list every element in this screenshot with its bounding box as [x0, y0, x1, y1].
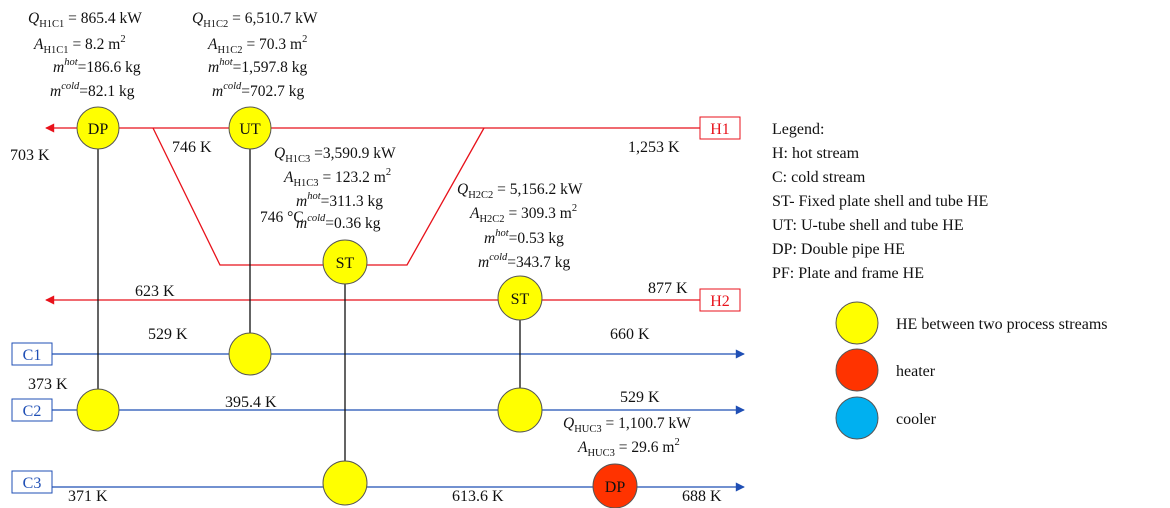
svg-text:QH1C3 =3,590.9 kW: QH1C3 =3,590.9 kW	[274, 145, 396, 165]
legend-item: C: cold stream	[772, 169, 866, 186]
annotation-h2c2: QH2C2 = 5,156.2 kW AH2C2 = 309.3 m2 mhot…	[457, 181, 583, 271]
legend-item: H: hot stream	[772, 145, 860, 162]
legend-item: ST- Fixed plate shell and tube HE	[772, 193, 988, 210]
c1-outlet-temp: 660 K	[610, 326, 650, 343]
legend-heater-label: heater	[896, 363, 936, 380]
legend-cooler-label: cooler	[896, 411, 937, 428]
legend-item: DP: Double pipe HE	[772, 241, 905, 258]
he-st-h1c3-cold[interactable]	[322, 460, 368, 506]
annotation-huc3: QHUC3 = 1,100.7 kW AHUC3 = 29.6 m2	[563, 415, 691, 459]
svg-text:AH1C2 = 70.3 m2: AH1C2 = 70.3 m2	[207, 34, 307, 56]
h2-inlet-temp: 877 K	[648, 280, 688, 297]
stream-c2-label: C2	[23, 403, 42, 420]
legend-item: UT: U-tube shell and tube HE	[772, 217, 964, 234]
svg-text:QH2C2 = 5,156.2 kW: QH2C2 = 5,156.2 kW	[457, 181, 583, 201]
svg-text:mhot=311.3 kg: mhot=311.3 kg	[296, 191, 383, 210]
legend-process-he-symbol	[835, 301, 879, 345]
svg-text:QH1C2 = 6,510.7 kW: QH1C2 = 6,510.7 kW	[192, 10, 318, 30]
svg-text:mcold=343.7 kg: mcold=343.7 kg	[478, 252, 571, 271]
legend-title: Legend:	[772, 121, 824, 138]
stream-c2-box[interactable]	[11, 398, 53, 422]
svg-text:AH1C1 = 8.2 m2: AH1C1 = 8.2 m2	[33, 34, 126, 56]
he-st-h2c2-cold[interactable]	[497, 387, 543, 433]
svg-text:AHUC3 = 29.6 m2: AHUC3 = 29.6 m2	[577, 437, 680, 459]
c2-outlet-temp: 529 K	[620, 389, 660, 406]
c1-inlet-temp: 529 K	[148, 326, 188, 343]
svg-text:mhot=0.53 kg: mhot=0.53 kg	[484, 228, 564, 247]
stream-c3-box[interactable]	[11, 470, 53, 494]
h1-outlet-temp: 703 K	[10, 147, 50, 164]
legend-heater-symbol	[835, 348, 879, 392]
svg-text:AH2C2 = 309.3 m2: AH2C2 = 309.3 m2	[469, 203, 577, 225]
he-ut-h1c1-hot[interactable]: UT	[228, 106, 272, 150]
he-ut-h1c1-cold[interactable]	[228, 332, 272, 376]
svg-text:mhot=186.6 kg: mhot=186.6 kg	[53, 57, 141, 76]
he-dp-h1c2-cold[interactable]	[76, 388, 120, 432]
stream-h1-box[interactable]	[699, 116, 741, 140]
he-dp-h1c2-hot[interactable]: DP	[76, 106, 120, 150]
annotation-h1c2: QH1C2 = 6,510.7 kW AH1C2 = 70.3 m2 mhot=…	[192, 10, 318, 100]
stream-h1-label: H1	[710, 121, 730, 138]
c3-mid-temp: 613.6 K	[452, 488, 504, 505]
legend-cooler-symbol	[835, 396, 879, 440]
svg-text:DP: DP	[605, 479, 626, 496]
c3-outlet-temp: 688 K	[682, 488, 722, 505]
svg-text:DP: DP	[88, 121, 109, 138]
legend: Legend: H: hot stream C: cold stream ST-…	[772, 121, 1108, 440]
annotation-h1c3: QH1C3 =3,590.9 kW AH1C3 = 123.2 m2 mhot=…	[260, 145, 396, 232]
he-st-h1c3-hot[interactable]: ST	[322, 239, 368, 285]
svg-text:mcold=0.36 kg: mcold=0.36 kg	[296, 213, 381, 232]
svg-text:UT: UT	[239, 121, 261, 138]
svg-text:mhot=1,597.8 kg: mhot=1,597.8 kg	[208, 57, 307, 76]
svg-text:ST: ST	[511, 291, 530, 308]
legend-item: PF: Plate and frame HE	[772, 265, 924, 282]
h1-branch-temp: 746 K	[172, 139, 212, 156]
stream-h2-box[interactable]	[699, 288, 741, 312]
svg-text:AH1C3 = 123.2 m2: AH1C3 = 123.2 m2	[283, 167, 391, 189]
h2-mid-temp: 623 K	[135, 283, 175, 300]
c2-inlet-temp: 373 K	[28, 376, 68, 393]
annotation-h1c1: QH1C1 = 865.4 kW AH1C1 = 8.2 m2 mhot=186…	[28, 10, 142, 100]
stream-c3-label: C3	[23, 475, 42, 492]
stream-c1-box[interactable]	[11, 342, 53, 366]
c3-inlet-temp: 371 K	[68, 488, 108, 505]
svg-text:ST: ST	[336, 255, 355, 272]
svg-text:QHUC3 = 1,100.7 kW: QHUC3 = 1,100.7 kW	[563, 415, 691, 435]
svg-text:746 °C: 746 °C	[260, 209, 304, 226]
he-st-h2c2-hot[interactable]: ST	[497, 275, 543, 321]
heater-dp-c3[interactable]: DP	[592, 463, 638, 508]
h1-inlet-temp: 1,253 K	[628, 139, 680, 156]
legend-process-he-label: HE between two process streams	[896, 316, 1108, 333]
stream-h1-branch	[152, 127, 485, 266]
stream-c1-label: C1	[23, 347, 42, 364]
c2-mid-temp: 395.4 K	[225, 394, 277, 411]
svg-text:mcold=702.7 kg: mcold=702.7 kg	[212, 81, 305, 100]
svg-text:mcold=82.1 kg: mcold=82.1 kg	[50, 81, 135, 100]
stream-h2-label: H2	[710, 293, 730, 310]
svg-text:QH1C1 = 865.4 kW: QH1C1 = 865.4 kW	[28, 10, 142, 30]
